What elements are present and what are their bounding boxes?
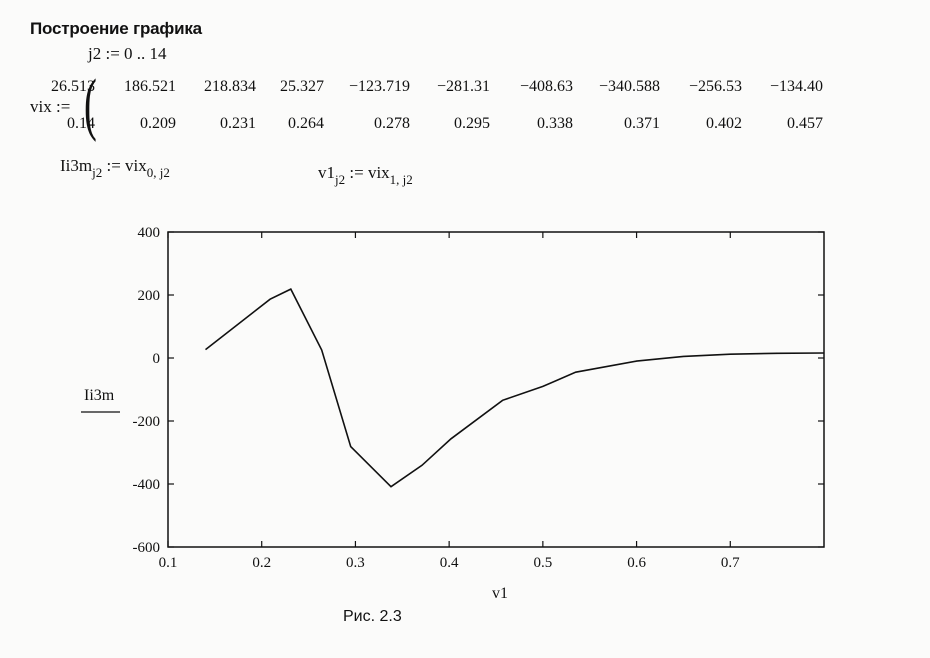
matrix-cell: 0.209	[140, 115, 176, 132]
matrix-cell: −340.588	[598, 78, 660, 95]
matrix-cell: 0.457	[787, 115, 823, 132]
page-heading: Построение графика	[30, 19, 202, 38]
assign-operator: :=	[55, 97, 71, 116]
matrix-cell: 26.513	[51, 78, 95, 95]
assign-operator: :=	[106, 156, 121, 175]
assign-rhs-subscript: 0, j2	[146, 165, 170, 180]
y-tick-label: -200	[133, 414, 161, 430]
assign-lhs-subscript: j2	[335, 172, 346, 187]
assign-lhs-subscript: j2	[92, 165, 103, 180]
y-tick-label: -600	[133, 540, 161, 556]
matrix-cell: 0.264	[288, 115, 324, 132]
y-axis-label: Ii3m	[84, 387, 115, 404]
assignment-ii3m: Ii3mj2 := vix0, j2	[60, 156, 170, 181]
matrix-cell: −256.53	[688, 78, 742, 95]
x-tick-label: 0.1	[159, 555, 178, 571]
figure-caption: Рис. 2.3	[343, 608, 402, 625]
assign-rhs: vix	[125, 156, 147, 175]
matrix-left-paren: (	[84, 66, 97, 143]
x-tick-label: 0.7	[721, 555, 740, 571]
assignment-v1: v1j2 := vix1, j2	[318, 163, 413, 188]
matrix-cell: 218.834	[204, 78, 256, 95]
x-tick-label: 0.2	[252, 555, 271, 571]
y-axis-ticks: 400 200 0 -200 -400 -600	[133, 225, 824, 556]
matrix-cell: −123.719	[348, 78, 410, 95]
x-axis-label: v1	[492, 585, 508, 602]
range-value: 0 .. 14	[124, 44, 167, 63]
matrix-cell: 0.402	[706, 115, 742, 132]
y-tick-label: 0	[153, 351, 161, 367]
assign-operator: :=	[349, 163, 364, 182]
assign-rhs-subscript: 1, j2	[389, 172, 413, 187]
matrix-cell: 0.231	[220, 115, 256, 132]
matrix-cell: −408.63	[519, 78, 573, 95]
x-axis-ticks: 0.1 0.2 0.3 0.4 0.5 0.6 0.7	[159, 232, 740, 571]
y-tick-label: 400	[138, 225, 161, 241]
matrix-label: vix :=	[30, 97, 70, 117]
x-tick-label: 0.6	[627, 555, 646, 571]
matrix-cell: 0.14	[67, 115, 95, 132]
series-line	[205, 288, 825, 488]
y-tick-label: -400	[133, 477, 161, 493]
assign-lhs: Ii3m	[60, 156, 93, 175]
x-tick-label: 0.3	[346, 555, 365, 571]
x-tick-label: 0.4	[440, 555, 459, 571]
assign-lhs: v1	[318, 163, 335, 182]
matrix-cell: 0.371	[624, 115, 660, 132]
matrix-variable: vix	[30, 97, 52, 116]
range-variable: j2	[88, 44, 102, 63]
matrix-cell: −281.31	[436, 78, 490, 95]
matrix-cell: 25.327	[280, 78, 324, 95]
matrix-cell: 0.278	[374, 115, 410, 132]
x-tick-label: 0.5	[533, 555, 552, 571]
y-tick-label: 200	[138, 288, 161, 304]
plot-frame	[167, 231, 825, 548]
assign-operator: :=	[105, 44, 120, 63]
matrix-cell: 186.521	[124, 78, 176, 95]
assign-rhs: vix	[367, 163, 390, 182]
range-definition: j2 := 0 .. 14	[88, 44, 167, 64]
matrix-cell: 0.295	[454, 115, 490, 132]
matrix-cell: −134.40	[769, 78, 823, 95]
matrix-cell: 0.338	[537, 115, 573, 132]
